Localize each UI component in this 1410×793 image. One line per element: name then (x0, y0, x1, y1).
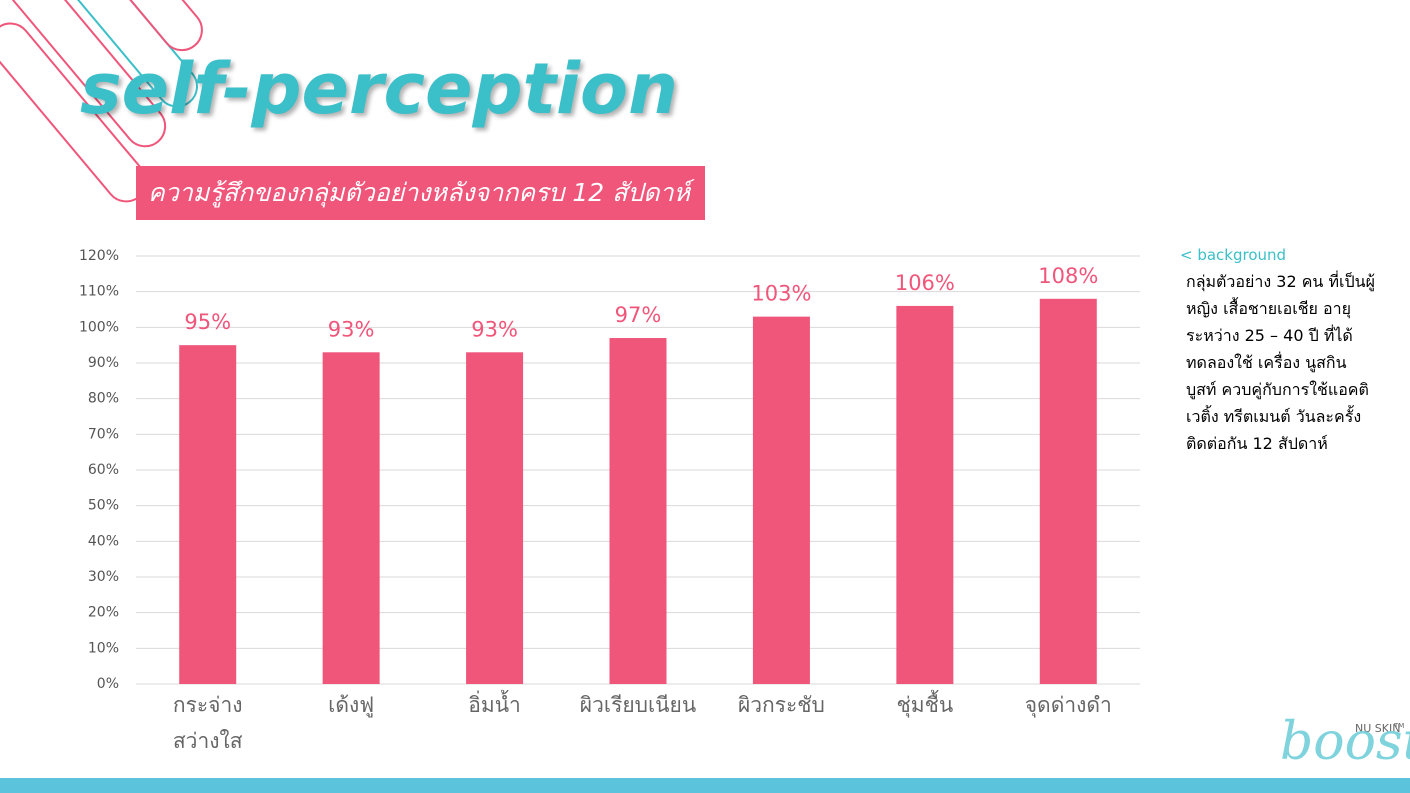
value-label: 93% (328, 317, 375, 341)
bar (896, 305, 954, 684)
note-heading[interactable]: < background (1180, 246, 1287, 264)
y-tick-label: 90% (88, 355, 119, 371)
y-tick-label: 10% (88, 640, 119, 656)
y-tick-label: 70% (88, 426, 119, 442)
value-label: 93% (471, 317, 518, 341)
value-label: 106% (895, 271, 955, 295)
logo-brand: NU SKIN (1355, 722, 1401, 735)
x-tick-label: ผิวเรียบเนียน (579, 693, 697, 717)
value-label: 103% (751, 282, 811, 306)
x-tick-label: อิ่มน้ำ (468, 693, 521, 717)
y-tick-label: 120% (79, 248, 119, 264)
bar (322, 352, 380, 684)
x-tick-label: กระจ่าง สว่างใส (172, 693, 243, 753)
y-tick-label: 50% (88, 498, 119, 514)
bar (1039, 298, 1097, 684)
y-tick-label: 60% (88, 462, 119, 478)
footer-strip (0, 778, 1410, 793)
note-text: กลุ่มตัวอย่าง 32 คน ที่เป็นผู้หญิง เสื้อ… (1186, 272, 1375, 453)
bar (179, 345, 237, 684)
bar (466, 352, 524, 684)
x-tick-label: เด้งฟู (328, 693, 375, 717)
y-tick-label: 20% (88, 605, 119, 621)
y-tick-label: 30% (88, 569, 119, 585)
bar (752, 316, 810, 684)
value-label: 95% (184, 310, 231, 334)
y-tick-label: 40% (88, 533, 119, 549)
value-label: 97% (615, 303, 662, 327)
x-tick-label: ผิวกระชับ (737, 693, 825, 717)
y-tick-label: 0% (97, 676, 119, 692)
y-tick-label: 100% (79, 319, 119, 335)
y-tick-label: 80% (88, 391, 119, 407)
value-label: 108% (1038, 264, 1098, 288)
slide-title: self-perception (80, 48, 678, 130)
bar (609, 338, 667, 684)
x-tick-label: ชุ่มชื้น (896, 693, 954, 717)
logo-name: boost (1280, 712, 1410, 772)
logo-mark: TM (1394, 722, 1405, 730)
subtitle-banner: ความรู้สึกของกลุ่มตัวอย่างหลังจากครบ 12 … (136, 166, 705, 220)
x-tick-label: จุดด่างดำ (1024, 693, 1112, 717)
y-tick-label: 110% (79, 284, 119, 300)
